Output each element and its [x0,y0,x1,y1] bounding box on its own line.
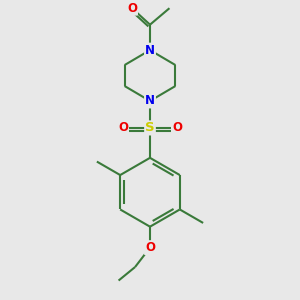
Text: O: O [127,2,137,15]
Text: O: O [172,122,182,134]
Text: S: S [145,122,155,134]
Text: N: N [145,44,155,57]
Text: N: N [145,94,155,107]
Text: O: O [118,122,128,134]
Text: O: O [145,241,155,254]
